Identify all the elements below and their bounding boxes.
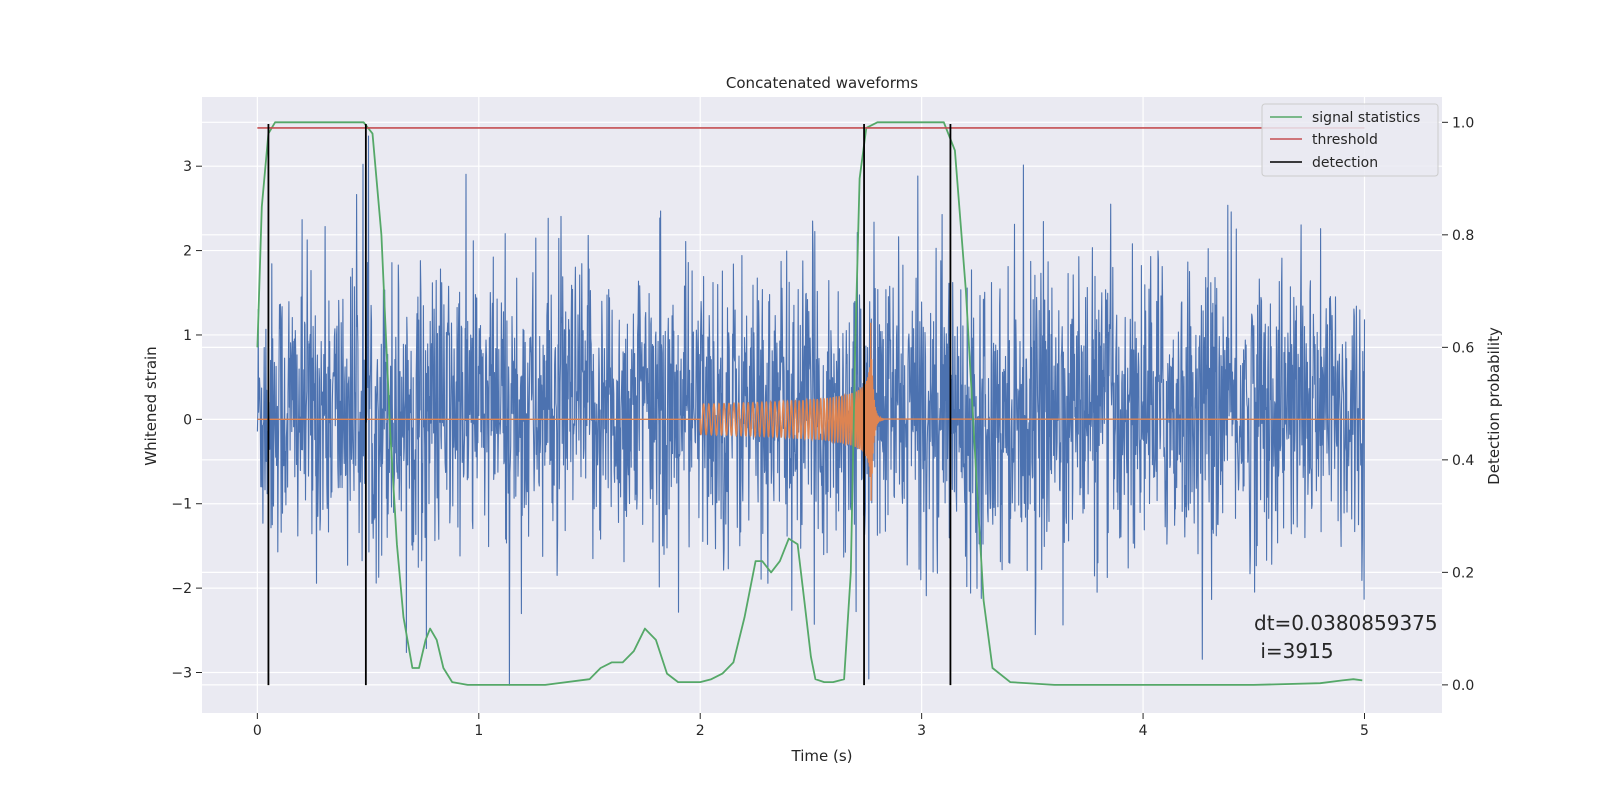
signal-statistics-line — [256, 121, 1363, 686]
right-y-tick-label: 0.4 — [1452, 453, 1474, 469]
y-tick-label: −3 — [171, 665, 192, 681]
right-y-tick-label: 1.0 — [1452, 115, 1474, 131]
y-tick-label: 3 — [183, 159, 192, 175]
signal-statistics-layer — [256, 121, 1363, 686]
legend-label-signal-statistics: signal statistics — [1312, 110, 1420, 126]
x-axis-ticks: 0 1 2 3 4 5 — [253, 713, 1369, 739]
y-tick-label: 0 — [183, 412, 192, 428]
y-axis-label: Whitened strain — [142, 346, 160, 465]
y-tick-label: 1 — [183, 328, 192, 344]
detection-layer — [267, 124, 952, 686]
y-tick-label: 2 — [183, 244, 192, 260]
x-tick-label: 0 — [253, 723, 262, 739]
right-y-tick-label: 0.8 — [1452, 228, 1474, 244]
right-y-tick-label: 0.6 — [1452, 340, 1474, 356]
legend-box — [1261, 103, 1439, 177]
x-tick-label: 4 — [1139, 723, 1148, 739]
annotation-dt: dt=0.0380859375 — [1254, 611, 1438, 635]
right-axis-ticks: 0.0 0.2 0.4 0.6 0.8 1.0 — [1442, 115, 1474, 694]
y-tick-label: −2 — [171, 581, 192, 597]
annotation: dt=0.0380859375 i=3915 — [1254, 611, 1438, 663]
right-y-axis-label: Detection probability — [1485, 327, 1503, 485]
x-tick-label: 1 — [474, 723, 483, 739]
y-tick-label: −1 — [171, 497, 192, 513]
right-y-tick-label: 0.2 — [1452, 565, 1474, 581]
chart-title: Concatenated waveforms — [726, 74, 918, 92]
x-axis-label: Time (s) — [791, 747, 853, 765]
strain-layer — [256, 135, 1366, 686]
whitened-strain-line — [256, 135, 1366, 686]
x-tick-label: 3 — [917, 723, 926, 739]
legend-label-threshold: threshold — [1312, 132, 1378, 148]
legend-label-detection: detection — [1312, 155, 1378, 171]
legend: signal statistics threshold detection — [1261, 103, 1439, 177]
left-axis-ticks: −3 −2 −1 0 1 2 3 — [171, 159, 202, 681]
x-tick-label: 2 — [696, 723, 705, 739]
right-y-tick-label: 0.0 — [1452, 678, 1474, 694]
annotation-index: i=3915 — [1254, 639, 1334, 663]
x-tick-label: 5 — [1360, 723, 1369, 739]
